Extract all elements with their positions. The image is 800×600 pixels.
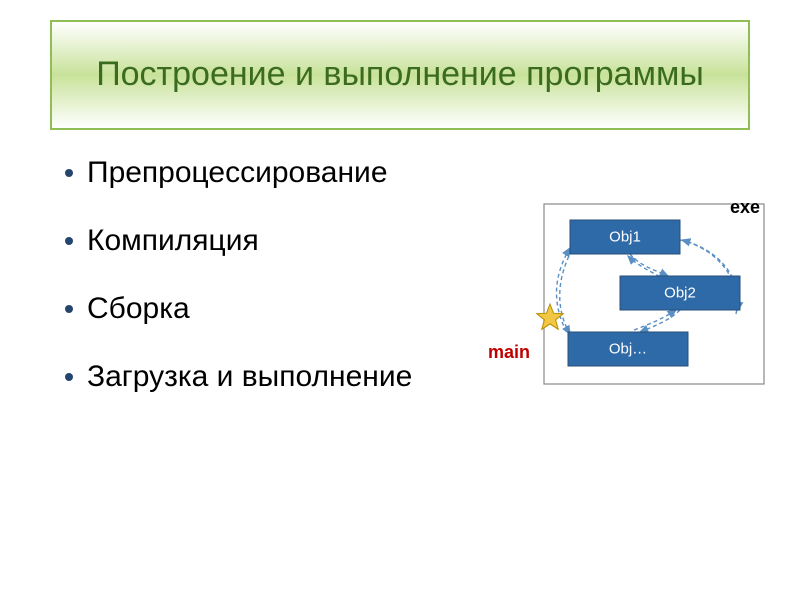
obj-node: Obj… — [568, 332, 688, 366]
bullet-icon — [65, 373, 73, 381]
obj-node-label: Obj… — [609, 341, 647, 358]
list-item: Препроцессирование — [65, 155, 565, 191]
obj-node: Obj2 — [620, 276, 740, 310]
bullet-text: Препроцессирование — [87, 155, 388, 191]
bullet-text: Загрузка и выполнение — [87, 359, 412, 395]
title-banner: Построение и выполнение программы — [50, 20, 750, 130]
exe-label: exe — [730, 197, 760, 217]
bullet-icon — [65, 305, 73, 313]
obj-node-label: Obj2 — [664, 285, 696, 302]
bullet-text: Сборка — [87, 291, 190, 327]
bullet-text: Компиляция — [87, 223, 259, 259]
obj-node-label: Obj1 — [609, 229, 641, 246]
page-title: Построение и выполнение программы — [96, 55, 704, 94]
linking-diagram: Obj1 Obj2 Obj… exe main — [480, 190, 780, 390]
bullet-icon — [65, 237, 73, 245]
obj-node: Obj1 — [570, 220, 680, 254]
slide: Построение и выполнение программы Препро… — [0, 0, 800, 600]
bullet-icon — [65, 169, 73, 177]
main-label: main — [488, 342, 530, 362]
